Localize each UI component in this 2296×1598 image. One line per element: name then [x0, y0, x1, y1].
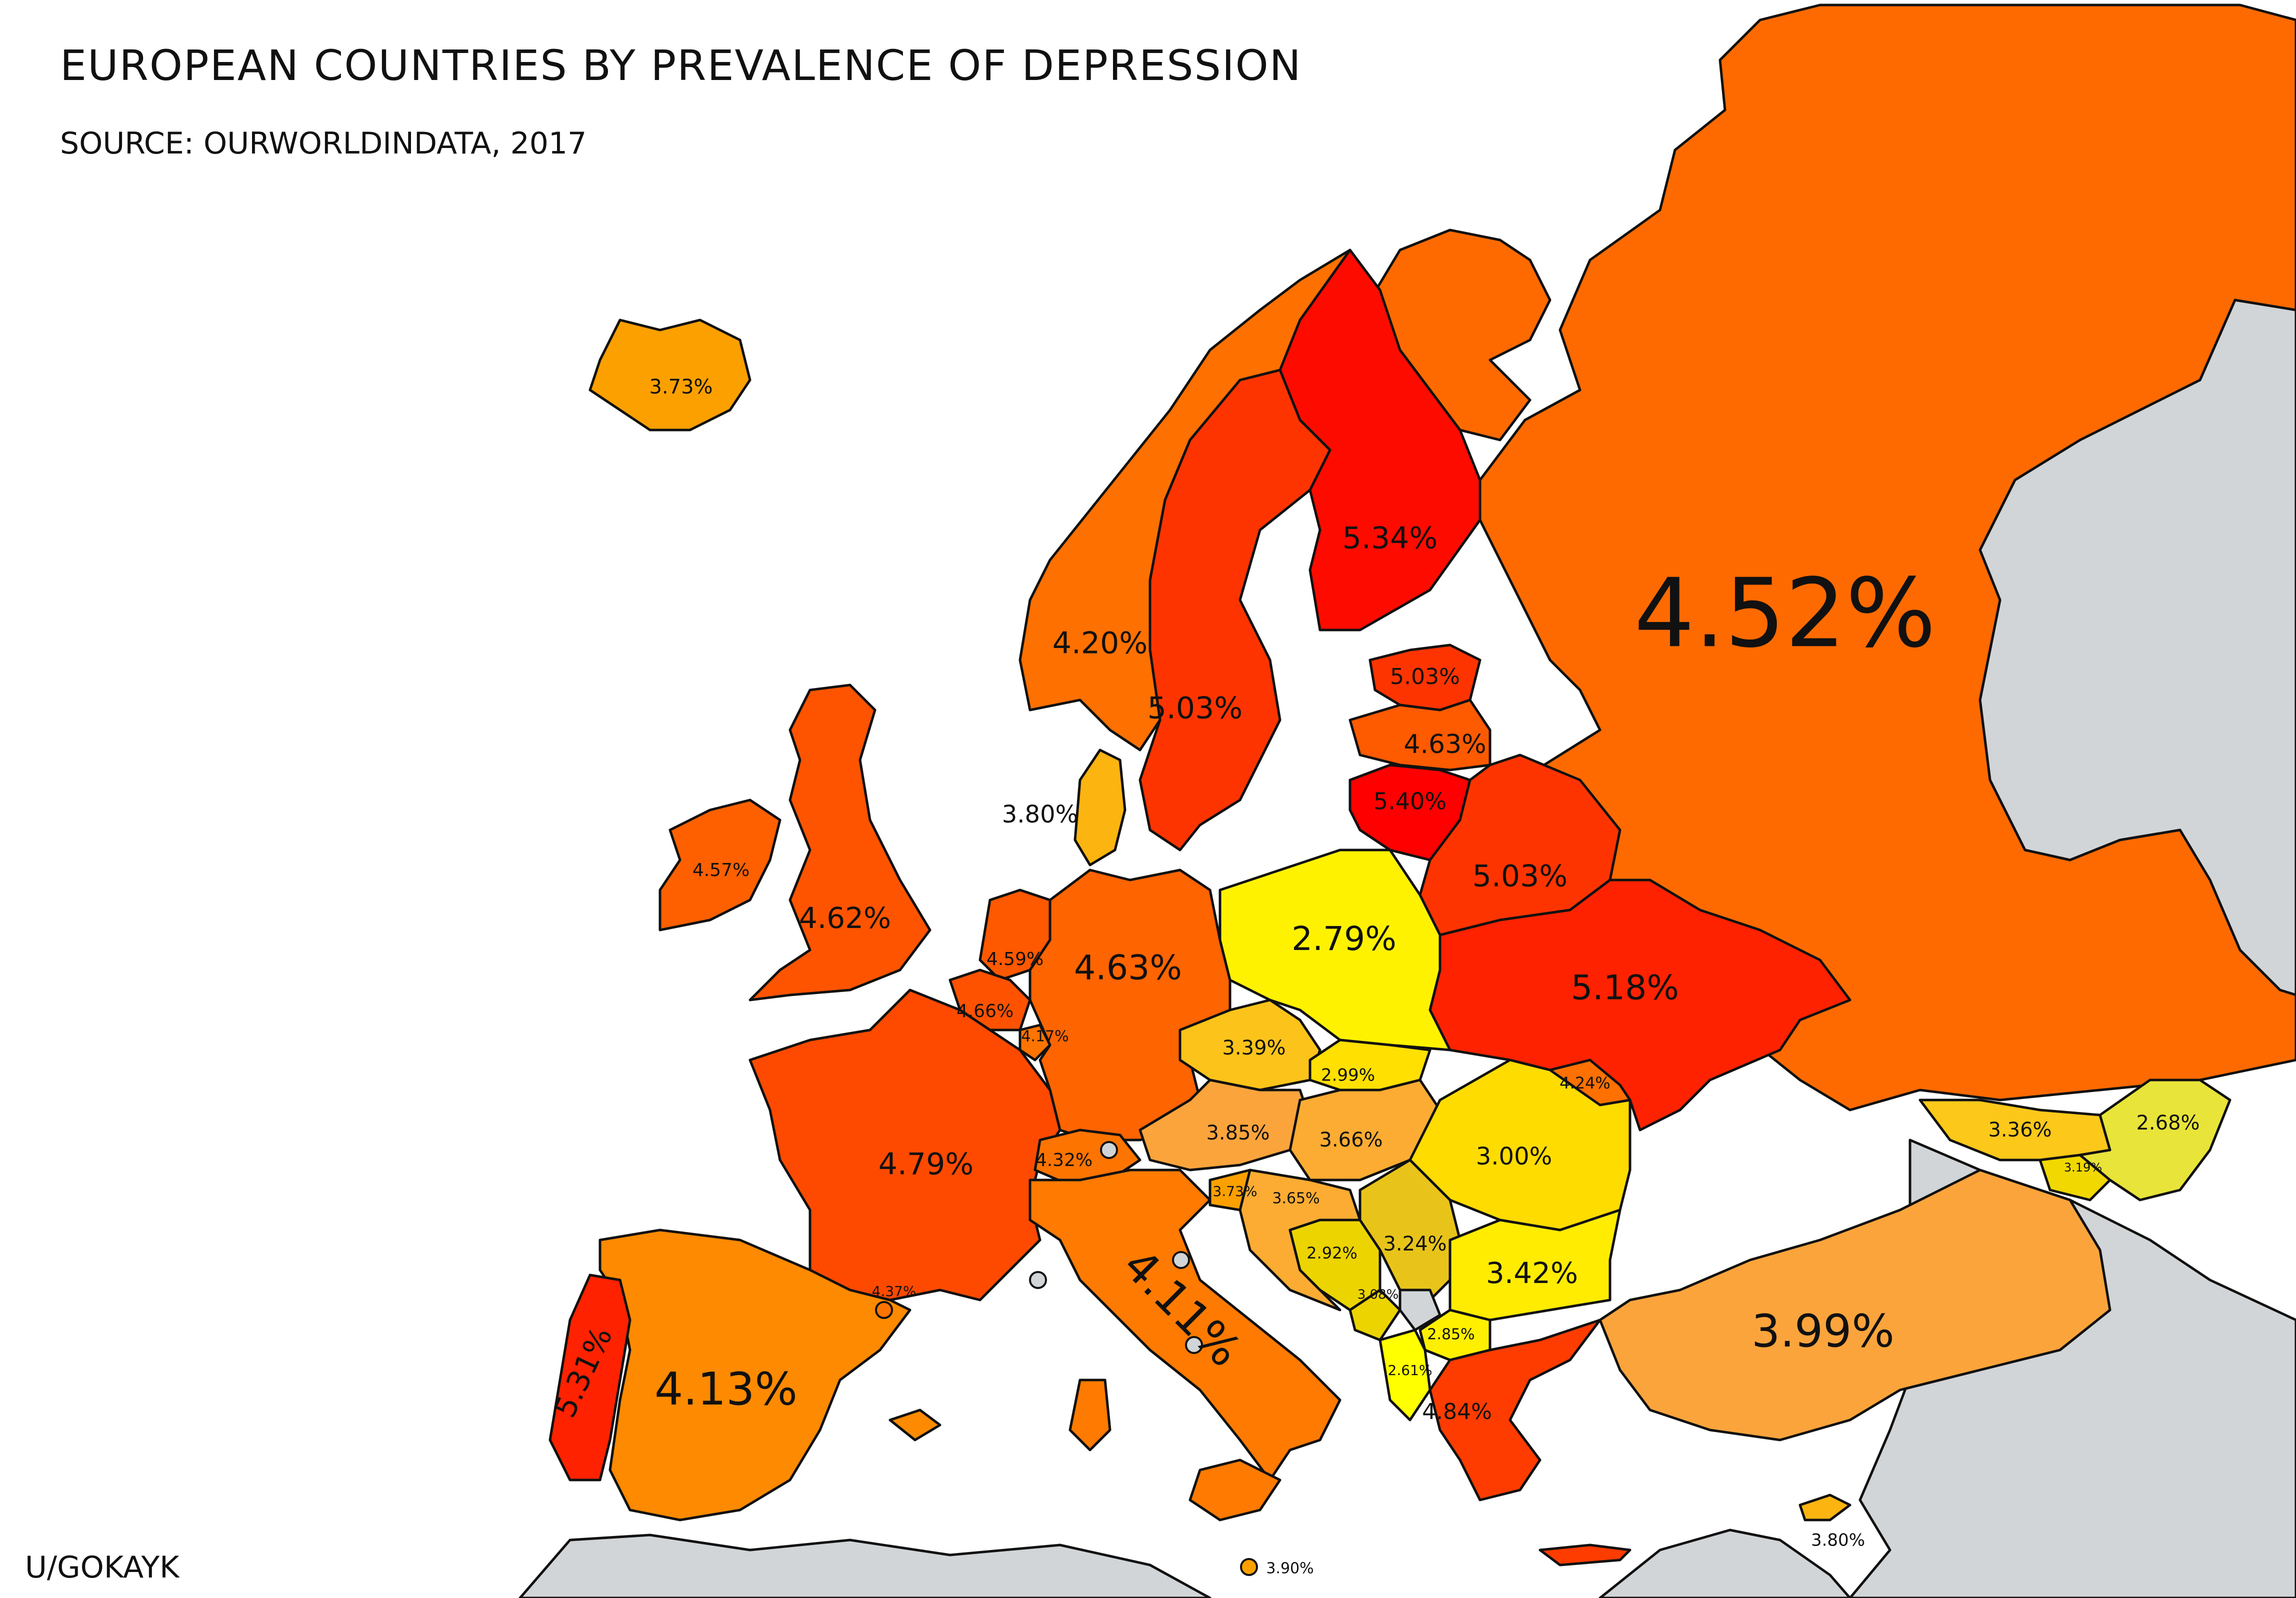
label-bosnia: 2.92%: [1306, 1244, 1358, 1262]
country-latvia: [1348, 698, 1492, 772]
label-north-macedonia: 2.85%: [1427, 1326, 1474, 1344]
country-norway: [1018, 248, 1352, 752]
label-montenegro: 3.08%: [1358, 1288, 1399, 1302]
san-marino-marker: [1172, 1251, 1190, 1269]
country-denmark: [1074, 748, 1126, 866]
country-spain: [598, 1228, 912, 1522]
country-ukraine: [1428, 878, 1852, 1132]
label-hungary: 3.66%: [1319, 1128, 1382, 1152]
country-france: [748, 988, 1062, 1302]
label-france: 4.79%: [878, 1147, 974, 1182]
egypt-levant-land: [1598, 1528, 1852, 1598]
country-albania: [1378, 1328, 1432, 1422]
vatican-marker: [1185, 1336, 1203, 1354]
label-netherlands: 4.59%: [986, 949, 1044, 970]
country-turkey: [1598, 1168, 2112, 1442]
label-latvia: 4.63%: [1404, 730, 1486, 760]
label-poland: 2.79%: [1292, 920, 1396, 958]
label-azerbaijan: 2.68%: [2136, 1112, 2200, 1134]
label-slovenia: 3.73%: [1213, 1183, 1258, 1200]
label-slovakia: 2.99%: [1321, 1066, 1375, 1086]
label-georgia: 3.36%: [1988, 1118, 2052, 1142]
label-bulgaria: 3.42%: [1486, 1256, 1578, 1290]
map-title: EUROPEAN COUNTRIES BY PREVALENCE OF DEPR…: [60, 41, 1302, 90]
north-africa-land: [518, 1534, 1212, 1598]
monaco-marker: [1029, 1271, 1047, 1289]
label-greece: 4.84%: [1422, 1399, 1492, 1424]
country-uk: [748, 684, 932, 1002]
small-country-markers: [875, 1141, 1258, 1576]
label-croatia: 3.65%: [1272, 1190, 1320, 1208]
country-kosovo: [1398, 1288, 1442, 1332]
label-albania: 2.61%: [1388, 1362, 1432, 1378]
label-estonia: 5.03%: [1390, 664, 1460, 690]
country-ireland: [658, 798, 782, 932]
country-cyprus: [1798, 1494, 1852, 1522]
country-montenegro: [1348, 1288, 1402, 1342]
liechtenstein-marker: [1100, 1141, 1118, 1159]
country-moldova: [1548, 1058, 1632, 1106]
label-armenia: 3.19%: [2064, 1160, 2102, 1174]
label-serbia: 3.24%: [1383, 1232, 1446, 1256]
andorra-marker: [875, 1301, 893, 1319]
label-russia: 4.52%: [1634, 558, 1936, 668]
country-spain-balearic: [888, 1408, 942, 1442]
label-malta: 3.90%: [1266, 1560, 1314, 1578]
label-ireland: 4.57%: [692, 860, 750, 880]
country-greece-crete: [1538, 1544, 1632, 1566]
label-spain: 4.13%: [654, 1363, 798, 1416]
label-moldova: 4.24%: [1560, 1074, 1610, 1092]
country-italy-sicily: [1188, 1458, 1282, 1522]
label-germany: 4.63%: [1074, 948, 1182, 988]
country-greece: [1428, 1318, 1602, 1502]
countries: [548, 4, 2296, 1566]
country-serbia: [1358, 1158, 1462, 1302]
label-cyprus: 3.80%: [1811, 1530, 1865, 1550]
malta-marker: [1240, 1558, 1258, 1576]
label-norway: 4.20%: [1052, 626, 1148, 661]
label-uk: 4.62%: [799, 901, 891, 935]
country-italy-sardinia: [1068, 1378, 1112, 1452]
label-switzerland: 4.32%: [1036, 1150, 1092, 1170]
label-denmark: 3.80%: [1002, 800, 1078, 828]
label-luxembourg: 4.17%: [1021, 1028, 1068, 1046]
label-iceland: 3.73%: [649, 376, 712, 398]
country-azerbaijan: [2078, 1078, 2232, 1202]
label-romania: 3.00%: [1476, 1142, 1552, 1170]
country-iceland: [588, 318, 752, 432]
label-czechia: 3.39%: [1222, 1036, 1286, 1060]
label-ukraine: 5.18%: [1571, 968, 1679, 1008]
country-italy: [1028, 1168, 1342, 1482]
label-andorra: 4.37%: [872, 1283, 916, 1300]
label-sweden: 5.03%: [1148, 691, 1243, 726]
map-credit: U/GOKAYK: [25, 1550, 180, 1585]
label-austria: 3.85%: [1206, 1122, 1270, 1144]
country-poland: [1218, 848, 1452, 1052]
value-labels: 4.52% 5.34% 5.03% 4.20% 3.73% 5.03% 4.63…: [548, 376, 2200, 1578]
country-bulgaria: [1448, 1208, 1622, 1322]
label-belarus: 5.03%: [1472, 859, 1568, 894]
label-lithuania: 5.40%: [1374, 788, 1446, 815]
country-portugal: [548, 1274, 632, 1482]
label-turkey: 3.99%: [1752, 1305, 1894, 1358]
country-luxembourg: [1018, 1024, 1052, 1062]
map-subtitle: SOURCE: OURWORLDINDATA, 2017: [60, 126, 587, 161]
label-finland: 5.34%: [1342, 521, 1438, 556]
label-belgium: 4.66%: [956, 1001, 1014, 1022]
